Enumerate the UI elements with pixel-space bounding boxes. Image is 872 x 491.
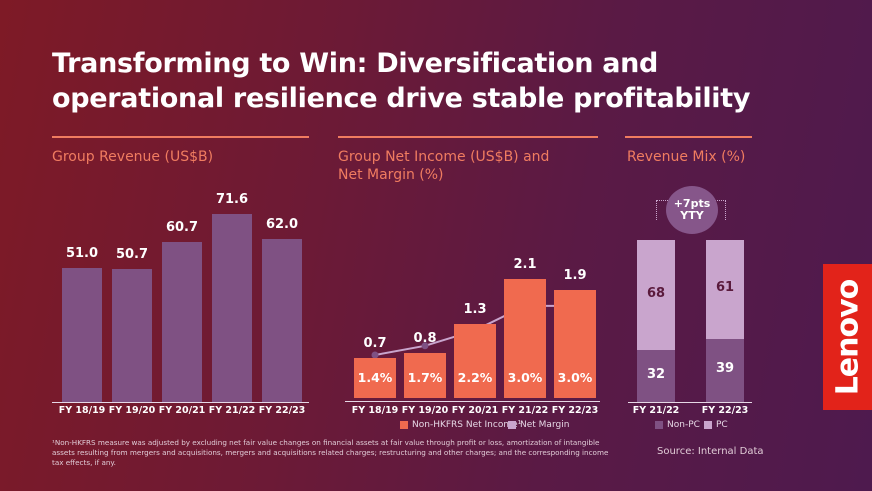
x-tick-label: FY 21/22 (501, 405, 549, 416)
revenue-value-label: 62.0 (265, 216, 299, 232)
x-axis (345, 401, 600, 402)
x-tick-label: FY 19/20 (401, 405, 449, 416)
non-pc-segment (637, 350, 675, 402)
pc-value-label: 68 (646, 286, 666, 302)
non-pc-segment (706, 338, 744, 402)
page-title: Transforming to Win: Diversification and… (52, 48, 751, 114)
divider (52, 136, 309, 138)
x-axis (52, 402, 309, 403)
legend-label: Net Margin (520, 420, 570, 430)
net-margin-label: 2.2% (457, 370, 493, 385)
legend-net-income: Non-HKFRS Net Income¹ (400, 420, 521, 430)
legend-net-margin: Net Margin (508, 420, 569, 430)
non-pc-value-label: 39 (715, 361, 735, 377)
revenue-value-label: 50.7 (115, 246, 149, 262)
logo-text: Lenovo (830, 279, 866, 395)
legend-non-pc: Non-PC (655, 420, 700, 430)
divider (625, 136, 752, 138)
net-income-bar (404, 352, 446, 398)
revenue-bar (112, 268, 152, 402)
net-income-bar (554, 290, 596, 398)
net-income-bar (454, 324, 496, 398)
legend-swatch (655, 421, 663, 429)
legend-swatch (508, 421, 516, 429)
x-tick-label: FY 18/19 (58, 405, 106, 416)
net-income-bar (354, 358, 396, 398)
x-tick-label: FY 21/22 (208, 405, 256, 416)
revenue-bar (162, 242, 202, 402)
revenue-value-label: 60.7 (165, 220, 199, 236)
non-pc-value-label: 32 (646, 367, 666, 383)
x-tick-label: FY 20/21 (158, 405, 206, 416)
net-income-value-label: 0.7 (363, 336, 387, 352)
mix-chart-title: Revenue Mix (%) (627, 149, 746, 165)
legend-label: PC (716, 420, 728, 430)
legend-swatch (704, 421, 712, 429)
x-tick-label: FY 19/20 (108, 405, 156, 416)
net-margin-label: 1.4% (357, 370, 393, 385)
x-axis (628, 402, 752, 403)
x-tick-label: FY 22/23 (258, 405, 306, 416)
x-tick-label: FY 21/22 (632, 405, 680, 416)
net-income-value-label: 0.8 (413, 330, 437, 346)
legend-pc: PC (704, 420, 728, 430)
net-income-value-label: 1.3 (463, 302, 487, 318)
x-tick-label: FY 22/23 (551, 405, 599, 416)
revenue-chart-title: Group Revenue (US$B) (52, 149, 214, 165)
net-margin-label: 1.7% (407, 370, 443, 385)
lenovo-logo: Lenovo (823, 264, 872, 410)
net-margin-point (371, 351, 379, 359)
legend-label: Non-PC (667, 420, 700, 430)
net-income-value-label: 2.1 (513, 256, 537, 272)
net-income-bar (504, 278, 546, 398)
x-tick-label: FY 20/21 (451, 405, 499, 416)
x-tick-label: FY 22/23 (701, 405, 749, 416)
revenue-bar (62, 267, 102, 402)
source-note: Source: Internal Data (657, 446, 764, 457)
legend-swatch (400, 421, 408, 429)
revenue-value-label: 71.6 (215, 191, 249, 207)
net-income-value-label: 1.9 (563, 268, 587, 284)
pc-segment (637, 240, 675, 351)
footnote: ¹Non-HKFRS measure was adjusted by exclu… (52, 438, 609, 467)
pc-value-label: 61 (715, 280, 735, 296)
divider (338, 136, 598, 138)
revenue-value-label: 51.0 (65, 245, 99, 261)
net-margin-label: 3.0% (557, 370, 593, 385)
net-margin-point (421, 342, 429, 350)
revenue-bar (212, 213, 252, 402)
x-tick-label: FY 18/19 (351, 405, 399, 416)
net-income-chart-title: Group Net Income (US$B) and Net Margin (… (338, 149, 550, 183)
legend-label: Non-HKFRS Net Income¹ (412, 420, 522, 430)
revenue-bar (262, 238, 302, 402)
net-margin-label: 3.0% (507, 370, 543, 385)
ytd-annotation-badge: +7pts YTY (666, 186, 718, 234)
pc-segment (706, 240, 744, 339)
